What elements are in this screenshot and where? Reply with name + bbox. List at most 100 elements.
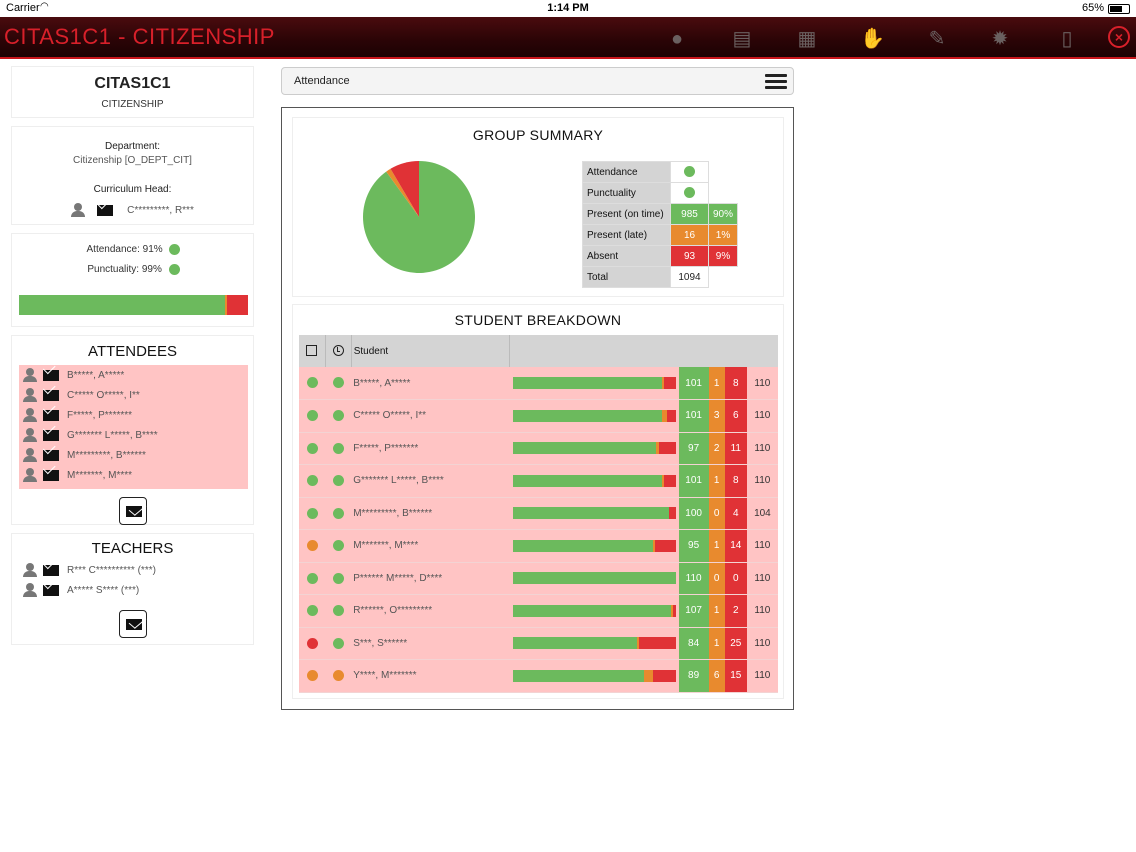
menu-icon[interactable] [765,74,787,90]
present-count: 84 [678,627,709,660]
student-name[interactable]: F*****, P******* [351,432,510,465]
student-breakdown-table: Student B*****, A***** 101 1 8 110 C***** O**… [299,335,778,693]
document-icon[interactable]: ▯ [1061,28,1073,50]
punctuality-status-cell [325,399,352,433]
attendance-status-cell [299,594,326,628]
profile-icon[interactable] [23,408,37,422]
bar-segment-absent [663,377,676,389]
absent-count: 8 [724,367,747,400]
register-icon[interactable]: ▤ [732,28,752,50]
bar-segment-late [662,474,664,487]
group-pie-chart [363,161,475,273]
summary-row-attendance: Attendance [582,161,738,183]
punctuality-status-dot [332,377,344,389]
close-icon[interactable]: × [1108,26,1130,48]
attendee-item[interactable]: G******* L*****, B**** [19,425,248,445]
mail-icon[interactable] [43,429,59,441]
summary-present-label: Present (on time) [582,203,671,225]
attendee-item[interactable]: M*******, M**** [19,465,248,485]
attendee-item[interactable]: M*********, B****** [19,445,248,465]
summary-absent-pct: 9% [707,245,739,267]
summary-row-absent: Absent 93 9% [582,245,739,267]
attendance-status-cell [299,497,326,530]
student-row[interactable]: P****** M*****, D**** 110 0 0 110 [299,562,778,595]
email-attendees-button[interactable] [119,497,147,525]
summary-absent-count: 93 [670,245,709,267]
profile-icon[interactable] [23,468,37,482]
mail-icon[interactable] [43,584,59,596]
profile-icon[interactable] [23,428,37,442]
student-name[interactable]: M*******, M**** [351,529,510,563]
profile-icon[interactable] [23,448,37,462]
mail-icon[interactable] [43,389,59,401]
mail-icon[interactable] [43,409,59,421]
email-teachers-button[interactable] [119,610,147,638]
student-attendance-bar-cell [509,627,679,660]
student-attendance-bar [512,442,676,455]
attendee-name: C***** O*****, I** [67,389,140,401]
total-count: 110 [746,529,778,563]
student-name[interactable]: M*********, B****** [351,497,510,530]
student-row[interactable]: B*****, A***** 101 1 8 110 [299,367,778,400]
attendee-item[interactable]: C***** O*****, I** [19,385,248,405]
student-name[interactable]: Y****, M******* [351,659,510,693]
student-name[interactable]: G******* L*****, B**** [351,464,510,498]
teacher-item[interactable]: R*** C********** (***) [19,560,248,580]
profile-icon[interactable] [23,583,37,597]
absent-count: 25 [724,627,747,660]
student-row[interactable]: S***, S****** 84 1 25 110 [299,627,778,660]
student-row[interactable]: F*****, P******* 97 2 11 110 [299,432,778,465]
present-count: 110 [678,562,709,595]
student-row[interactable]: G******* L*****, B**** 101 1 8 110 [299,464,778,498]
alert-icon[interactable]: ● [670,28,684,50]
student-attendance-bar-cell [509,367,679,400]
attendee-item[interactable]: F*****, P******* [19,405,248,425]
summary-row-punctuality: Punctuality [582,182,738,204]
student-name[interactable]: S***, S****** [351,627,510,660]
mail-icon[interactable] [43,369,59,381]
punctuality-column-header[interactable] [325,335,352,367]
student-name[interactable]: C***** O*****, I** [351,399,510,433]
settings-icon[interactable]: ✹ [991,28,1009,50]
attendance-status-cell [299,529,326,563]
total-count: 110 [746,464,778,498]
summary-absent-label: Absent [582,245,671,267]
absent-count: 4 [724,497,747,530]
profile-icon[interactable] [23,563,37,577]
student-row[interactable]: R******, O********* 107 1 2 110 [299,594,778,628]
attendee-item[interactable]: B*****, A***** [19,365,248,385]
class-sidebar: CITAS1C1 CITIZENSHIP Department: Citizen… [11,66,254,653]
department-value: Citizenship [O_DEPT_CIT] [73,155,192,166]
total-count: 110 [746,367,778,400]
late-count: 6 [708,659,725,693]
student-name[interactable]: R******, O********* [351,594,510,628]
profile-icon[interactable] [71,200,91,220]
mail-icon[interactable] [43,449,59,461]
timetable-icon[interactable]: ▦ [797,28,817,50]
mail-icon[interactable] [43,469,59,481]
student-column-header[interactable]: Student [351,335,511,367]
student-name[interactable]: B*****, A***** [351,367,510,400]
attendee-name: M*********, B****** [67,449,146,461]
attendance-status-dot [306,507,318,519]
pencil-icon[interactable]: ✎ [928,28,946,50]
bar-segment-late [656,442,660,455]
register-column-header[interactable] [299,335,326,367]
student-attendance-bar [512,474,676,487]
mail-icon[interactable] [97,200,121,220]
profile-icon[interactable] [23,368,37,382]
student-row[interactable]: C***** O*****, I** 101 3 6 110 [299,399,778,433]
bar-segment-late [662,409,667,422]
pie-slice-present-late [386,168,419,217]
profile-icon[interactable] [23,388,37,402]
punctuality-status-cell [325,562,352,595]
attendees-list[interactable]: B*****, A***** C***** O*****, I** F*****, … [19,365,248,489]
teacher-item[interactable]: A***** S**** (***) [19,580,248,600]
student-row[interactable]: M*******, M**** 95 1 14 110 [299,529,778,563]
handshake-icon[interactable]: ✋ [860,28,885,50]
student-row[interactable]: Y****, M******* 89 6 15 110 [299,659,778,693]
view-selector[interactable]: Attendance [281,67,794,95]
mail-icon[interactable] [43,564,59,576]
student-name[interactable]: P****** M*****, D**** [351,562,510,595]
student-row[interactable]: M*********, B****** 100 0 4 104 [299,497,778,530]
